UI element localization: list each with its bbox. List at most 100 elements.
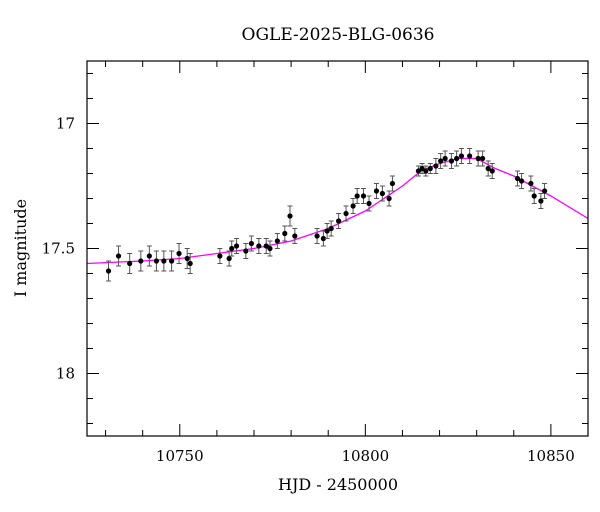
data-point: [256, 243, 262, 249]
data-point: [328, 225, 334, 232]
data-point-group: [267, 240, 273, 257]
data-point-group: [248, 235, 255, 252]
data-point: [427, 165, 433, 172]
data-point-group: [454, 150, 460, 167]
data-point: [386, 195, 392, 202]
data-point-group: [161, 250, 167, 272]
data-point-group: [485, 160, 491, 177]
data-point: [518, 178, 525, 184]
data-point-group: [480, 150, 486, 167]
data-point: [314, 233, 320, 239]
data-point-group: [350, 198, 356, 214]
data-point-group: [373, 183, 380, 199]
data-point: [336, 218, 342, 224]
y-tick-label: 17: [56, 115, 75, 133]
data-point: [274, 238, 280, 244]
data-point: [184, 255, 190, 262]
data-point-group: [176, 243, 182, 264]
data-point: [419, 165, 425, 172]
data-point-group: [489, 163, 495, 179]
data-point-group: [217, 248, 223, 264]
data-point: [485, 165, 491, 172]
data-point: [243, 248, 249, 254]
data-point-group: [438, 153, 444, 169]
data-point-group: [292, 228, 298, 244]
data-point: [480, 155, 486, 162]
data-point: [528, 180, 534, 187]
data-point-group: [324, 223, 330, 239]
data-point-group: [263, 238, 269, 254]
data-point-group: [146, 245, 152, 267]
data-point-group: [115, 245, 122, 267]
data-point-group: [328, 220, 334, 237]
chart-title: OGLE-2025-BLG-0636: [242, 25, 435, 45]
data-point-group: [415, 165, 422, 177]
data-point-group: [226, 250, 232, 267]
data-point-group: [427, 163, 433, 174]
data-point-group: [538, 193, 544, 209]
data-point-group: [360, 188, 367, 204]
x-tick-label: 10750: [156, 447, 204, 465]
data-point: [475, 155, 481, 162]
data-point-group: [336, 213, 342, 229]
plot-area: [87, 148, 588, 282]
data-point-group: [386, 190, 392, 207]
data-point-group: [287, 205, 293, 227]
data-point-group: [354, 188, 360, 204]
data-point-group: [528, 175, 534, 192]
data-point-group: [187, 253, 193, 274]
data-point: [138, 258, 144, 264]
data-point-group: [153, 250, 159, 272]
data-point: [146, 253, 152, 259]
data-point-group: [243, 243, 249, 259]
data-point: [292, 233, 298, 239]
data-point-group: [229, 240, 235, 257]
y-tick-label: 17.5: [42, 240, 75, 258]
data-point: [217, 253, 223, 259]
data-point: [153, 258, 159, 264]
plot-frame: [86, 60, 589, 437]
data-point: [458, 153, 465, 159]
data-point: [127, 260, 133, 267]
data-point: [267, 245, 273, 252]
data-point-group: [467, 148, 473, 164]
data-point: [320, 235, 326, 242]
data-point-group: [105, 260, 112, 282]
data-point-group: [518, 173, 525, 189]
data-point-group: [274, 233, 280, 249]
data-point-group: [379, 185, 386, 202]
data-point: [373, 188, 380, 194]
data-point: [169, 258, 175, 264]
data-point-group: [531, 188, 537, 204]
data-point-group: [138, 250, 144, 272]
data-point: [454, 155, 460, 162]
x-tick-label: 10850: [527, 447, 575, 465]
data-point: [229, 245, 235, 252]
data-point: [324, 228, 330, 234]
data-point-group: [169, 250, 175, 272]
data-point: [343, 210, 349, 217]
data-point-group: [314, 228, 320, 244]
data-point: [489, 168, 495, 174]
data-point-group: [184, 248, 190, 269]
data-point: [366, 200, 372, 207]
x-tick-label: 10800: [341, 447, 389, 465]
data-point: [176, 250, 182, 257]
data-point-group: [541, 183, 548, 199]
data-point-group: [282, 225, 288, 242]
data-point-group: [419, 163, 425, 174]
data-point-group: [458, 148, 465, 164]
data-point: [115, 253, 122, 259]
data-point: [226, 255, 232, 262]
data-point: [389, 180, 396, 187]
data-point-group: [256, 238, 262, 254]
data-point-group: [423, 165, 429, 177]
data-point: [531, 193, 537, 199]
data-point: [105, 268, 112, 274]
data-point: [423, 168, 429, 174]
data-point: [161, 258, 167, 264]
data-point: [187, 260, 193, 267]
data-point: [248, 240, 255, 247]
data-point: [415, 168, 422, 174]
